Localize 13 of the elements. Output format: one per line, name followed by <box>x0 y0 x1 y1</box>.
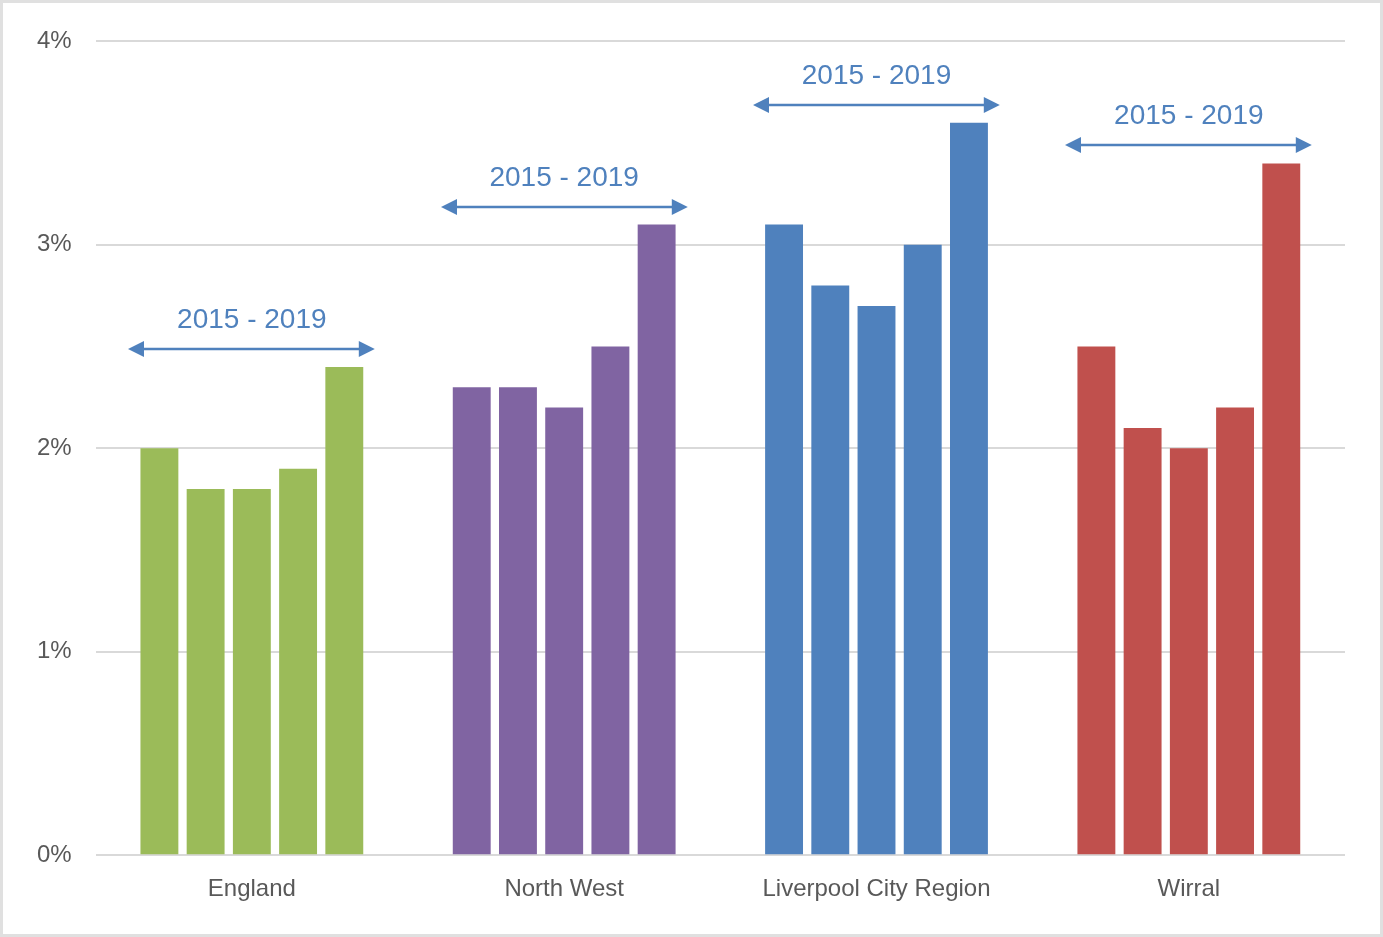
y-tick-label: 3% <box>37 229 72 257</box>
x-tick-label: Wirral <box>1157 874 1221 902</box>
y-tick-label: 2% <box>37 432 72 460</box>
x-tick-label: Liverpool City Region <box>762 874 991 902</box>
x-tick-label: North West <box>504 874 625 902</box>
annotation: 2015 - 2019 <box>801 58 952 91</box>
y-tick-label: 4% <box>37 26 72 54</box>
annotation: 2015 - 2019 <box>489 160 639 193</box>
annotation: 2015 - 2019 <box>1114 99 1264 132</box>
x-tick-label: England <box>207 874 296 902</box>
annotation: 2015 - 2019 <box>177 302 327 335</box>
y-tick-label: 0% <box>37 839 72 867</box>
y-tick-label: 1% <box>37 636 72 664</box>
